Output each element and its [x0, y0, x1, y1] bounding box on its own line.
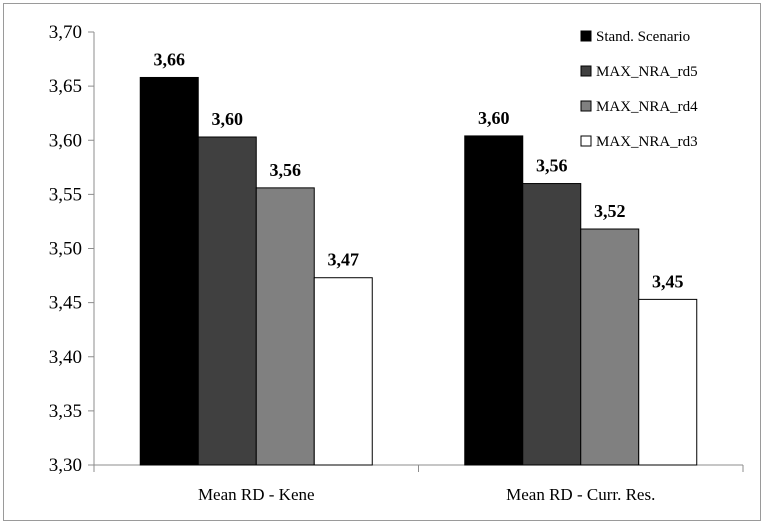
data-label: 3,56: [270, 160, 302, 180]
legend-label: MAX_NRA_rd3: [596, 134, 698, 150]
y-tick-label: 3,50: [49, 239, 82, 260]
legend-label: MAX_NRA_rd4: [596, 99, 698, 115]
y-tick-label: 3,30: [49, 455, 82, 476]
y-tick-label: 3,35: [49, 401, 82, 422]
legend-label: MAX_NRA_rd5: [596, 64, 698, 80]
x-category-label: Mean RD - Kene: [198, 485, 315, 504]
legend-swatch: [580, 135, 592, 147]
bar: [638, 298, 698, 466]
data-label: 3,66: [154, 49, 186, 69]
y-tick-label: 3,45: [49, 293, 82, 314]
bar: [313, 277, 373, 466]
legend: Stand. Scenario MAX_NRA_rd5 MAX_NRA_rd4 MAX…: [580, 29, 698, 150]
data-label: 3,47: [328, 250, 360, 270]
bars: [139, 76, 698, 466]
y-tick-label: 3,70: [49, 22, 82, 43]
legend-swatch: [580, 65, 592, 77]
data-label: 3,60: [212, 109, 244, 129]
data-label: 3,60: [478, 108, 510, 128]
bar: [464, 135, 524, 466]
legend-swatch: [580, 100, 592, 112]
x-category-label: Mean RD - Curr. Res.: [506, 485, 655, 504]
y-tick-label: 3,40: [49, 347, 82, 368]
data-label: 3,52: [594, 201, 626, 221]
y-tick-label: 3,65: [49, 76, 82, 97]
data-label: 3,45: [652, 271, 684, 291]
legend-label: Stand. Scenario: [596, 29, 690, 45]
data-labels: 3,66 3,60 3,56 3,47 3,60 3,56 3,52 3,45: [154, 49, 684, 291]
bar: [255, 187, 315, 466]
y-tick-label: 3,60: [49, 130, 82, 151]
legend-swatch: [580, 30, 592, 42]
axes: 3,30 3,35 3,40 3,45 3,50 3,55 3,60 3,65 3,70 Mean…: [49, 22, 744, 504]
bar: [139, 76, 199, 466]
bar: [197, 136, 257, 466]
data-label: 3,56: [536, 156, 568, 176]
bar: [580, 228, 640, 466]
bar: [522, 183, 582, 466]
y-tick-label: 3,55: [49, 184, 82, 205]
